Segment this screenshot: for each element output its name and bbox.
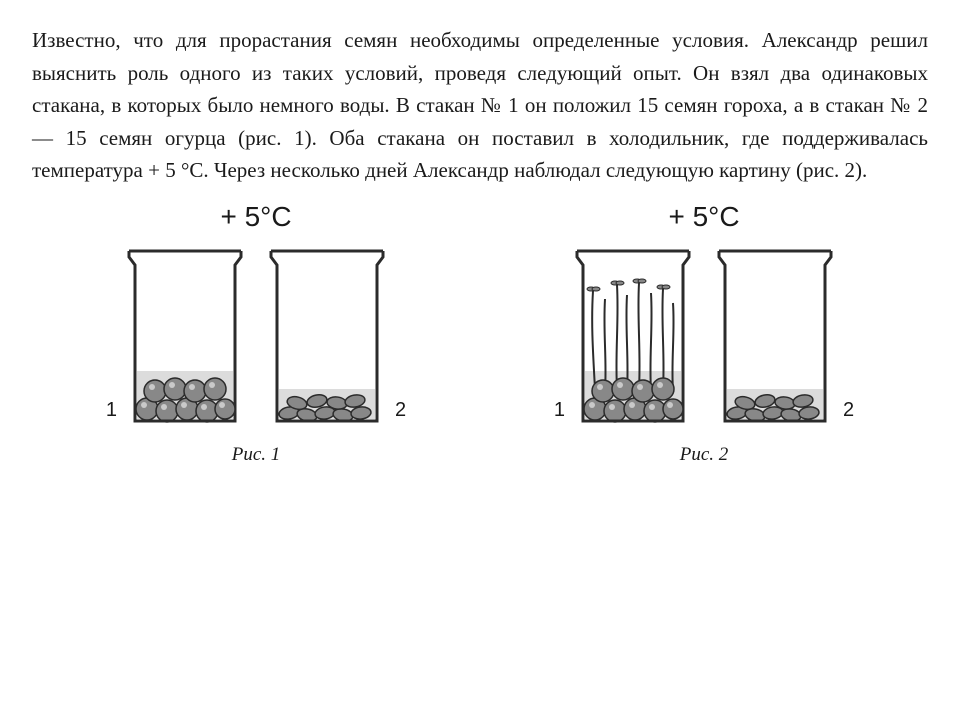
figure-2: + 5°C 1: [498, 201, 910, 466]
temp-value: + 5°C: [220, 201, 291, 232]
temperature-label-fig1: + 5°C: [220, 201, 291, 233]
beaker-row-fig2: 1: [550, 243, 858, 428]
beaker-1-wrap: 1: [550, 243, 697, 428]
beaker-number: 2: [395, 399, 406, 422]
beaker-2-wrap: 2: [263, 243, 410, 428]
beaker-number: 1: [106, 399, 117, 422]
beaker-icon: [263, 243, 391, 428]
figure-1: + 5°C 1: [50, 201, 462, 466]
beaker-row-fig1: 1: [102, 243, 410, 428]
beaker-icon: [121, 243, 249, 428]
figures-row: + 5°C 1: [32, 201, 928, 466]
beaker-number: 2: [843, 399, 854, 422]
beaker-2-wrap: 2: [711, 243, 858, 428]
beaker-number: 1: [554, 399, 565, 422]
figure-caption: Рис. 2: [680, 444, 729, 466]
figure-caption: Рис. 1: [232, 444, 281, 466]
beaker-icon: [569, 243, 697, 428]
temp-value: + 5°C: [668, 201, 739, 232]
beaker-icon: [711, 243, 839, 428]
beaker-1-wrap: 1: [102, 243, 249, 428]
temperature-label-fig2: + 5°C: [668, 201, 739, 233]
experiment-text: Известно, что для прорастания семян необ…: [32, 24, 928, 187]
